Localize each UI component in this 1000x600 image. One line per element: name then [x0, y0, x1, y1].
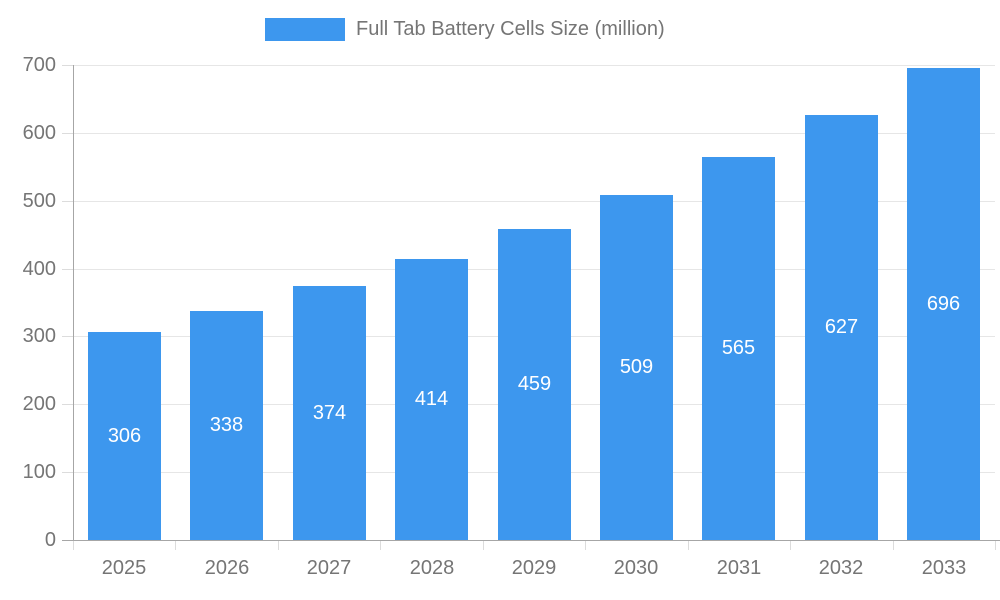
x-axis-tick-label: 2030 [613, 557, 659, 579]
bar[interactable]: 509 [600, 195, 673, 540]
y-axis-tick-label: 400 [22, 258, 56, 280]
x-tick [380, 541, 381, 550]
x-tick [278, 541, 279, 550]
bar-value-label: 509 [619, 356, 654, 378]
bar[interactable]: 374 [293, 286, 366, 540]
y-tick [62, 472, 73, 473]
x-tick [688, 541, 689, 550]
y-tick [62, 404, 73, 405]
chart-legend[interactable]: Full Tab Battery Cells Size (million) [265, 18, 665, 41]
legend-label: Full Tab Battery Cells Size (million) [356, 18, 665, 40]
bar[interactable]: 565 [702, 157, 775, 540]
bar-value-label: 374 [312, 401, 347, 424]
bar-value-label: 696 [926, 292, 961, 315]
bar[interactable]: 627 [805, 115, 878, 540]
bar[interactable]: 414 [395, 259, 468, 540]
x-tick [73, 541, 74, 550]
y-axis-tick-label: 500 [22, 190, 56, 212]
gridline [73, 133, 995, 134]
x-axis-tick-label: 2031 [716, 557, 762, 579]
y-axis-tick-label: 200 [22, 393, 56, 415]
y-tick [62, 201, 73, 202]
gridline [73, 201, 995, 202]
bar-value-label: 459 [517, 373, 552, 395]
bar-value-label: 338 [209, 414, 244, 436]
y-axis-tick-label: 0 [44, 529, 56, 551]
x-tick [483, 541, 484, 550]
bar-value-label: 306 [107, 424, 142, 447]
x-tick [585, 541, 586, 550]
y-axis-tick-label: 300 [22, 325, 56, 347]
bar[interactable]: 338 [190, 311, 263, 540]
bar-value-label: 414 [414, 388, 449, 410]
y-axis-tick-label: 600 [22, 122, 56, 144]
x-tick [790, 541, 791, 550]
y-tick [62, 269, 73, 270]
y-axis-line [73, 65, 74, 540]
bar[interactable]: 696 [907, 68, 980, 540]
x-axis-tick-label: 2028 [409, 557, 455, 579]
x-axis-tick-label: 2033 [921, 557, 967, 579]
x-tick [175, 541, 176, 550]
x-axis-tick-label: 2025 [101, 557, 147, 579]
bar-value-label: 565 [721, 337, 756, 359]
x-axis-tick-label: 2032 [818, 557, 864, 579]
bar[interactable]: 306 [88, 332, 161, 540]
x-tick [893, 541, 894, 550]
y-axis-tick-label: 100 [22, 461, 56, 483]
x-axis-tick-label: 2027 [306, 557, 352, 579]
y-tick [62, 133, 73, 134]
x-axis-tick-label: 2026 [204, 557, 250, 579]
x-axis-tick-label: 2029 [511, 557, 557, 579]
y-axis-tick-label: 700 [22, 54, 56, 76]
y-tick [62, 336, 73, 337]
bar[interactable]: 459 [498, 229, 571, 540]
bar-value-label: 627 [824, 316, 859, 338]
y-tick [62, 65, 73, 66]
legend-swatch [265, 18, 345, 41]
gridline [73, 65, 995, 66]
x-tick [995, 541, 996, 550]
x-axis-line [62, 540, 1000, 541]
